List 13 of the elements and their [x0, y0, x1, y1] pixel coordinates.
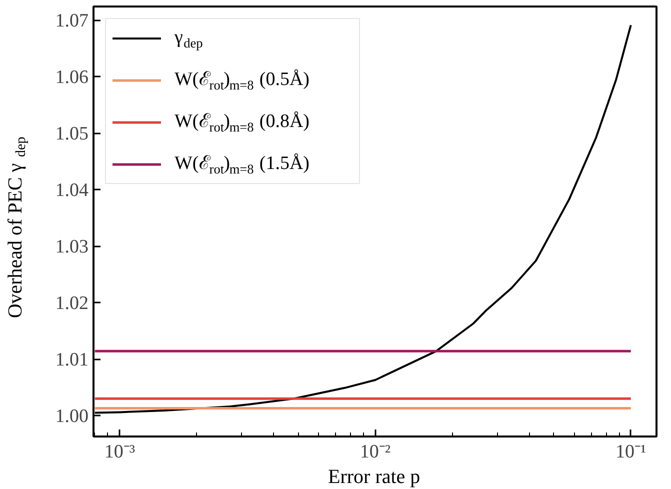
y-tick-label: 1.04 [55, 180, 89, 202]
x-tick-label: 10⁻¹ [616, 442, 646, 462]
y-tick-label: 1.07 [55, 10, 88, 32]
y-tick-label: 1.00 [55, 406, 88, 428]
y-tick-label: 1.03 [55, 236, 88, 258]
y-tick-label: 1.06 [55, 67, 88, 88]
x-axis-title: Error rate p [328, 466, 420, 488]
y-tick-label: 1.05 [55, 124, 88, 145]
y-axis-title: Overhead of PEC γdep [4, 136, 29, 318]
y-tick-label: 1.01 [55, 350, 88, 371]
x-tick-label: 10⁻³ [104, 442, 136, 462]
y-tick-label: 1.02 [55, 293, 88, 314]
x-tick-label: 10⁻² [360, 442, 391, 462]
